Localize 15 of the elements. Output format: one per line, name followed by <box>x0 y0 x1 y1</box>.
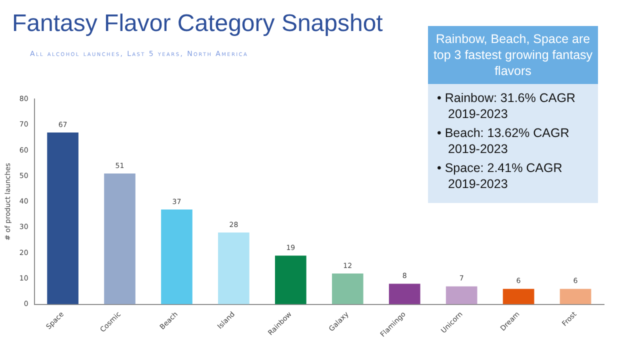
bar <box>218 232 250 304</box>
bar <box>332 274 364 304</box>
bar <box>446 286 478 304</box>
annotation: • Rainbow: 31.6% CAGR 2019-2023 <box>437 90 576 122</box>
annotation: • Beach: 13.62% CAGR 2019-2023 <box>437 125 570 157</box>
bar <box>560 288 592 304</box>
bar <box>104 174 136 304</box>
bar <box>47 132 78 304</box>
chart-title: Fantasy Flavor Category Snapshot <box>12 10 383 38</box>
bar <box>275 256 306 304</box>
text: Rainbow, Beach, Space are top 3 fastest growing fantasy flavors <box>428 26 598 84</box>
bar <box>502 288 534 304</box>
bar <box>161 209 192 304</box>
annotation: • Space: 2.41% CAGR 2019-2023 <box>437 160 564 192</box>
bar <box>388 284 420 304</box>
